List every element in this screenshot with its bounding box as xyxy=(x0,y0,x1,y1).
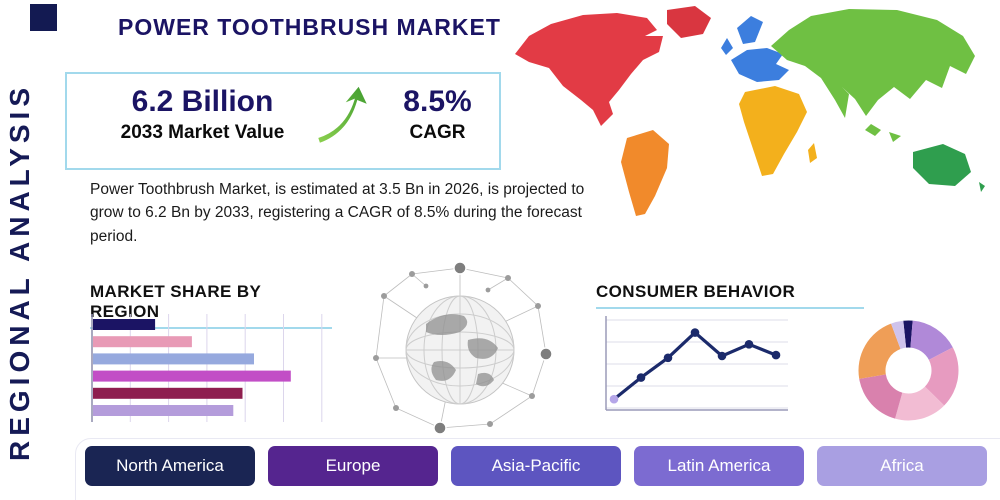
region-button-north-america[interactable]: North America xyxy=(85,446,255,486)
market-description: Power Toothbrush Market, is estimated at… xyxy=(90,181,585,245)
market-value-block: 6.2 Billion 2033 Market Value xyxy=(95,84,310,146)
page-title: POWER TOOTHBRUSH MARKET xyxy=(118,14,501,40)
cagr-value: 8.5% xyxy=(403,85,472,118)
stats-box: 6.2 Billion 2033 Market Value 8.5% CAGR xyxy=(65,72,501,170)
cagr-block: 8.5% CAGR xyxy=(385,84,490,146)
map-greenland xyxy=(667,6,711,38)
corner-accent-block xyxy=(30,4,57,31)
region-button-latin-america[interactable]: Latin America xyxy=(634,446,804,486)
market-value-label: 2033 Market Value xyxy=(120,122,285,143)
map-south-america xyxy=(621,130,669,216)
growth-arrow-icon xyxy=(316,83,371,145)
consumer-behavior-heading: CONSUMER BEHAVIOR xyxy=(596,282,864,309)
map-africa xyxy=(739,86,817,176)
globe-network-illustration xyxy=(373,262,553,434)
region-button-asia-pacific[interactable]: Asia-Pacific xyxy=(451,446,621,486)
cagr-label: CAGR xyxy=(409,122,466,143)
map-north-america xyxy=(515,13,663,126)
side-label: REGIONAL ANALYSIS xyxy=(4,83,35,462)
market-share-bar-chart xyxy=(91,314,323,422)
consumer-behavior-line-chart xyxy=(605,316,788,411)
region-share-donut-chart xyxy=(858,320,959,421)
region-button-europe[interactable]: Europe xyxy=(268,446,438,486)
map-australia xyxy=(913,144,985,192)
map-asia xyxy=(771,9,975,142)
region-buttons: North America Europe Asia-Pacific Latin … xyxy=(85,446,987,486)
region-button-africa[interactable]: Africa xyxy=(817,446,987,486)
map-europe xyxy=(721,16,789,82)
market-value: 6.2 Billion xyxy=(131,85,274,118)
market-share-heading: MARKET SHARE BY REGION xyxy=(90,282,332,329)
